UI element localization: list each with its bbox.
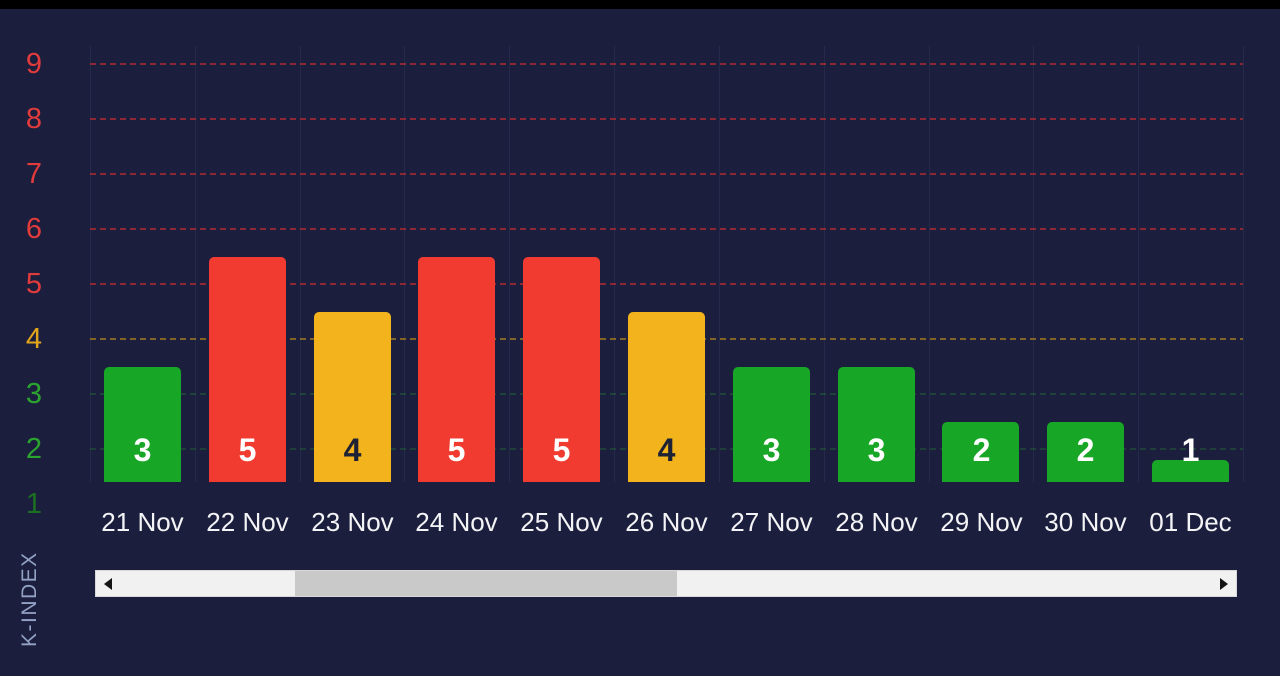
bar-30-nov[interactable] xyxy=(1047,422,1124,482)
y-axis-title: K-INDEX xyxy=(18,551,41,647)
gridline-6 xyxy=(90,228,1243,230)
gridline-5 xyxy=(90,283,1243,285)
bar-26-nov[interactable] xyxy=(628,312,705,482)
left-arrow-icon xyxy=(104,577,112,590)
x-axis-label: 27 Nov xyxy=(730,507,813,537)
x-axis-label: 25 Nov xyxy=(520,507,603,537)
column-separator xyxy=(929,46,930,482)
column-separator xyxy=(404,46,405,482)
right-arrow-icon xyxy=(1220,577,1228,590)
bar-value-label: 4 xyxy=(657,432,676,468)
bar-29-nov[interactable] xyxy=(942,422,1019,482)
bar-value-label: 2 xyxy=(1076,432,1095,468)
bar-value-label: 5 xyxy=(552,432,571,468)
x-axis-label: 26 Nov xyxy=(625,507,708,537)
column-separator xyxy=(719,46,720,482)
chart-scrollbar[interactable] xyxy=(95,570,1237,597)
column-separator xyxy=(300,46,301,482)
bar-22-nov[interactable] xyxy=(209,257,286,482)
column-separator xyxy=(1243,46,1244,482)
column-separator xyxy=(1033,46,1034,482)
bar-value-label: 1 xyxy=(1181,432,1200,468)
scrollbar-track[interactable] xyxy=(120,571,1212,596)
column-separator xyxy=(824,46,825,482)
top-strip xyxy=(0,0,1280,9)
bar-24-nov[interactable] xyxy=(418,257,495,482)
bar-23-nov[interactable] xyxy=(314,312,391,482)
y-axis-tick-2: 2 xyxy=(25,433,43,465)
y-axis-tick-9: 9 xyxy=(25,48,43,80)
gridline-8 xyxy=(90,118,1243,120)
scrollbar-thumb[interactable] xyxy=(294,571,677,596)
column-separator xyxy=(90,46,91,482)
x-axis-label: 30 Nov xyxy=(1044,507,1127,537)
x-axis-label: 24 Nov xyxy=(415,507,498,537)
bar-value-label: 5 xyxy=(447,432,466,468)
bar-value-label: 5 xyxy=(238,432,257,468)
y-axis-tick-1: 1 xyxy=(25,488,43,520)
y-axis-tick-6: 6 xyxy=(25,213,43,245)
y-axis-tick-4: 4 xyxy=(25,323,43,355)
y-axis-tick-3: 3 xyxy=(25,378,43,410)
bar-21-nov[interactable] xyxy=(104,367,181,482)
bar-01-dec[interactable] xyxy=(1152,460,1229,482)
bar-value-label: 3 xyxy=(133,432,152,468)
x-axis-label: 28 Nov xyxy=(835,507,918,537)
bar-value-label: 4 xyxy=(343,432,362,468)
x-axis-label: 23 Nov xyxy=(311,507,394,537)
x-axis-label: 21 Nov xyxy=(101,507,184,537)
scrollbar-left-button[interactable] xyxy=(96,571,120,596)
scrollbar-right-button[interactable] xyxy=(1212,571,1236,596)
gridline-7 xyxy=(90,173,1243,175)
y-axis-tick-8: 8 xyxy=(25,103,43,135)
column-separator xyxy=(195,46,196,482)
bar-25-nov[interactable] xyxy=(523,257,600,482)
column-separator xyxy=(509,46,510,482)
column-separator xyxy=(614,46,615,482)
bar-28-nov[interactable] xyxy=(838,367,915,482)
bar-value-label: 3 xyxy=(867,432,886,468)
bar-27-nov[interactable] xyxy=(733,367,810,482)
bar-value-label: 3 xyxy=(762,432,781,468)
gridline-9 xyxy=(90,63,1243,65)
column-separator xyxy=(1138,46,1139,482)
x-axis-label: 29 Nov xyxy=(940,507,1023,537)
y-axis-tick-5: 5 xyxy=(25,268,43,300)
x-axis-label: 01 Dec xyxy=(1149,507,1232,537)
x-axis-label: 22 Nov xyxy=(206,507,289,537)
bar-value-label: 2 xyxy=(972,432,991,468)
y-axis-tick-7: 7 xyxy=(25,158,43,190)
